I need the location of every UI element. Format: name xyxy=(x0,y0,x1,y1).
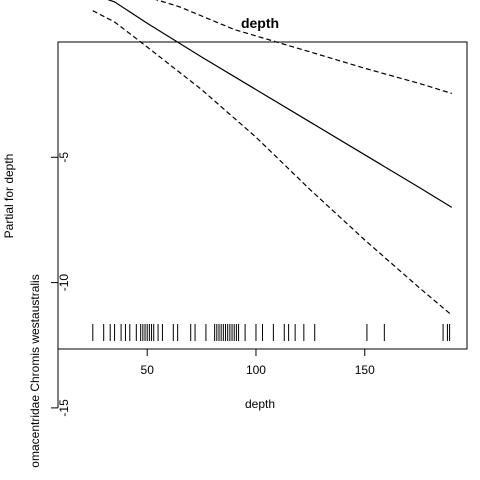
rug-layer xyxy=(92,324,451,341)
x-tick-label: 150 xyxy=(355,363,375,377)
x-axis-label: depth xyxy=(245,397,275,411)
fit-line xyxy=(107,0,453,208)
plot-frame xyxy=(57,41,468,350)
chart-title: depth xyxy=(241,15,279,31)
y-tick-label: -10 xyxy=(57,274,71,292)
series-layer xyxy=(92,0,453,316)
y-axis: -5 -10 -15 xyxy=(51,152,71,417)
y-tick-label: -15 xyxy=(57,399,71,417)
lower-line xyxy=(92,10,453,316)
y-axis-label: Partial for depth xyxy=(2,154,16,239)
y-tick-label: -5 xyxy=(57,152,71,163)
y-axis-label-secondary: omacentridae Chromis westaustralis xyxy=(28,274,42,467)
x-axis: 50 100 150 xyxy=(141,348,375,377)
x-tick-label: 50 xyxy=(141,363,155,377)
x-tick-label: 100 xyxy=(246,363,266,377)
